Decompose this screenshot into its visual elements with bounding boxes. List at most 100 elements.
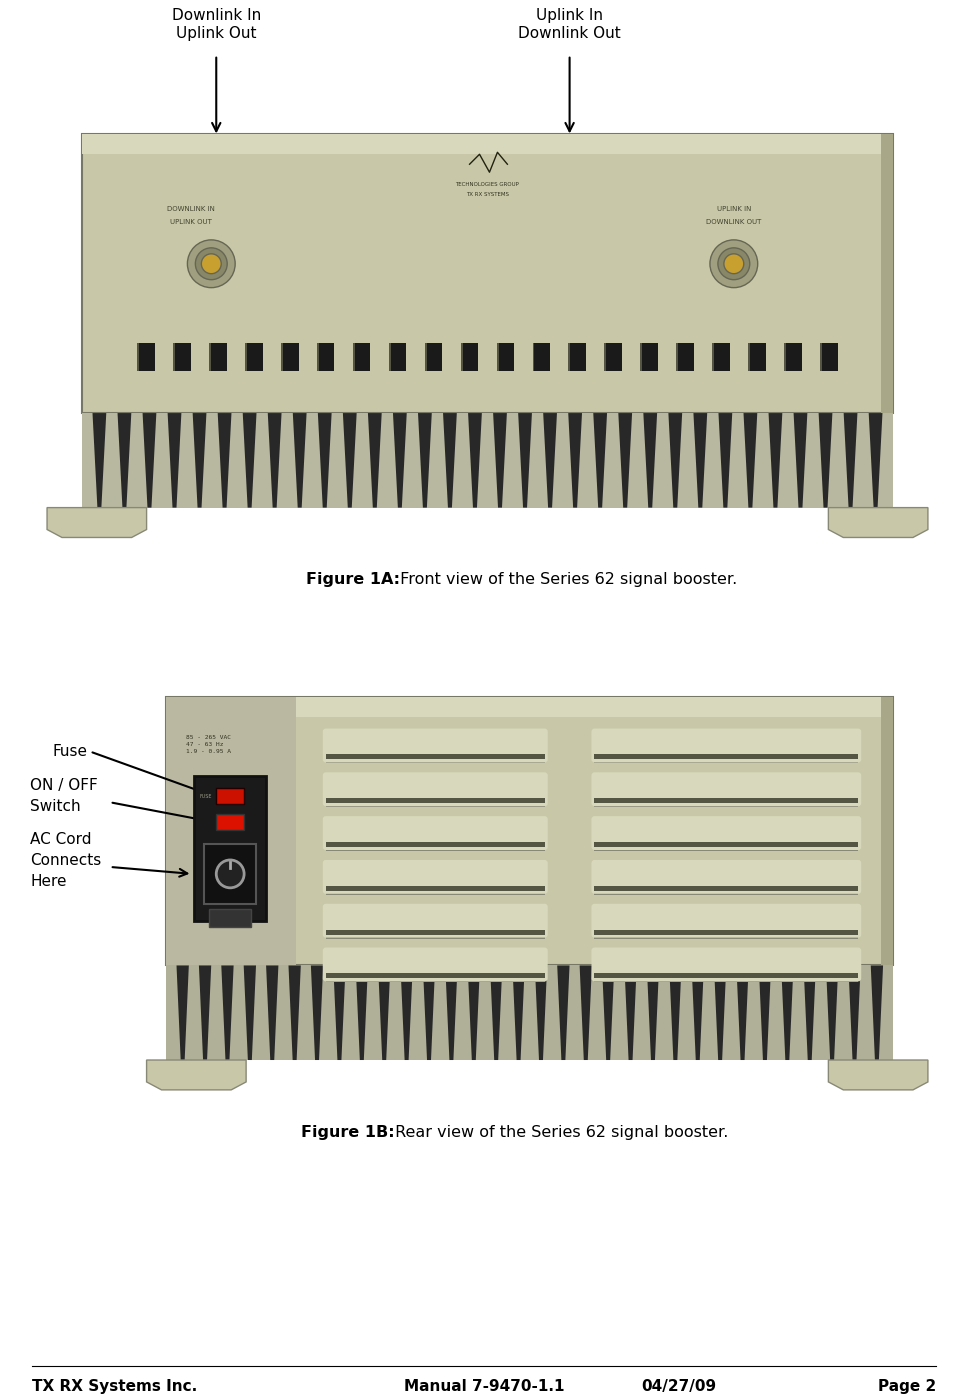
Polygon shape <box>292 413 307 508</box>
Polygon shape <box>47 508 146 537</box>
Text: Uplink In: Uplink In <box>536 8 603 22</box>
Polygon shape <box>443 413 457 508</box>
Polygon shape <box>624 966 637 1060</box>
Bar <box>172 343 174 371</box>
Bar <box>532 343 551 371</box>
Bar <box>172 343 191 371</box>
Text: 85 - 265 VAC
47 - 63 Hz
1.9 - 0.95 A: 85 - 265 VAC 47 - 63 Hz 1.9 - 0.95 A <box>187 734 231 754</box>
Bar <box>136 343 155 371</box>
Bar <box>532 343 534 371</box>
Polygon shape <box>743 413 757 508</box>
Text: Figure 1A:: Figure 1A: <box>306 572 400 588</box>
Polygon shape <box>794 413 807 508</box>
Bar <box>209 343 227 371</box>
Polygon shape <box>469 413 482 508</box>
Polygon shape <box>619 413 632 508</box>
Polygon shape <box>743 413 757 508</box>
Bar <box>82 134 893 155</box>
Bar <box>594 803 859 807</box>
Text: DOWNLINK OUT: DOWNLINK OUT <box>706 219 762 225</box>
Bar <box>594 889 859 895</box>
Polygon shape <box>803 966 816 1060</box>
Bar <box>604 343 607 371</box>
Bar <box>594 886 859 891</box>
Bar <box>245 343 262 371</box>
Bar <box>326 754 545 759</box>
Bar <box>497 343 499 371</box>
FancyBboxPatch shape <box>322 948 548 981</box>
Bar <box>317 343 335 371</box>
Polygon shape <box>693 413 708 508</box>
Circle shape <box>724 254 743 274</box>
Bar <box>166 697 893 966</box>
Text: Downlink In: Downlink In <box>171 8 261 22</box>
Polygon shape <box>292 413 307 508</box>
Polygon shape <box>93 413 106 508</box>
Polygon shape <box>718 413 732 508</box>
Bar <box>594 842 859 847</box>
Polygon shape <box>198 966 211 1060</box>
Polygon shape <box>167 413 181 508</box>
Bar <box>326 842 545 847</box>
Bar <box>568 343 587 371</box>
Bar <box>497 343 514 371</box>
FancyBboxPatch shape <box>591 817 862 850</box>
Bar <box>677 343 679 371</box>
Circle shape <box>718 248 750 279</box>
Bar <box>326 803 545 807</box>
Bar <box>712 343 731 371</box>
Circle shape <box>216 860 244 888</box>
Bar <box>641 343 643 371</box>
Bar <box>881 134 893 413</box>
Bar <box>604 343 622 371</box>
Text: Uplink Out: Uplink Out <box>176 27 257 40</box>
FancyBboxPatch shape <box>591 772 862 807</box>
Polygon shape <box>268 413 282 508</box>
Polygon shape <box>243 413 257 508</box>
Polygon shape <box>218 413 231 508</box>
FancyBboxPatch shape <box>591 729 862 762</box>
Bar <box>352 343 371 371</box>
Polygon shape <box>244 966 256 1060</box>
Polygon shape <box>781 966 794 1060</box>
Polygon shape <box>737 966 748 1060</box>
Bar <box>388 343 390 371</box>
Polygon shape <box>693 413 708 508</box>
Polygon shape <box>668 413 682 508</box>
Polygon shape <box>266 966 279 1060</box>
Polygon shape <box>826 966 838 1060</box>
Polygon shape <box>142 413 157 508</box>
Polygon shape <box>193 413 206 508</box>
Bar <box>209 343 211 371</box>
Text: UPLINK IN: UPLINK IN <box>716 207 751 212</box>
Polygon shape <box>117 413 132 508</box>
Polygon shape <box>318 413 332 508</box>
Bar <box>326 758 545 764</box>
Polygon shape <box>829 508 928 537</box>
Bar <box>594 930 859 934</box>
Bar <box>594 846 859 852</box>
Bar <box>594 934 859 938</box>
Polygon shape <box>493 413 507 508</box>
Text: AC Cord
Connects
Here: AC Cord Connects Here <box>30 832 102 889</box>
Bar <box>594 758 859 764</box>
Circle shape <box>201 254 222 274</box>
Text: TX RX SYSTEMS: TX RX SYSTEMS <box>466 191 509 197</box>
Polygon shape <box>647 966 659 1060</box>
Text: Rear view of the Series 62 signal booster.: Rear view of the Series 62 signal booste… <box>390 1125 729 1139</box>
Polygon shape <box>819 413 832 508</box>
Bar <box>82 134 893 413</box>
Polygon shape <box>288 966 301 1060</box>
Text: UPLINK OUT: UPLINK OUT <box>170 219 212 225</box>
Bar <box>784 343 786 371</box>
Polygon shape <box>343 413 356 508</box>
Bar <box>82 413 893 508</box>
Bar <box>209 909 251 927</box>
Bar <box>326 930 545 934</box>
Polygon shape <box>368 413 381 508</box>
Text: TX RX Systems Inc.: TX RX Systems Inc. <box>32 1378 197 1393</box>
Polygon shape <box>558 966 569 1060</box>
Polygon shape <box>218 413 231 508</box>
Polygon shape <box>759 966 771 1060</box>
Polygon shape <box>819 413 832 508</box>
